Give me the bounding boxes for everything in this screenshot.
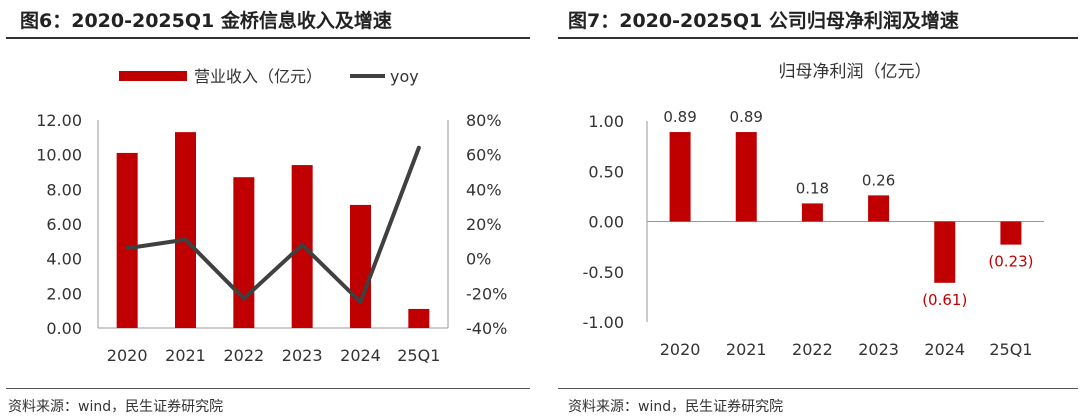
revenue-bar (233, 177, 255, 328)
y2-tick-label: 60% (466, 146, 502, 165)
source-rule (558, 388, 1078, 389)
y-tick-label: 8.00 (46, 180, 82, 199)
y-tick-label: 1.00 (588, 112, 624, 131)
y2-tick-label: 40% (466, 180, 502, 199)
y-tick-label: -0.50 (583, 263, 624, 282)
x-tick-label: 2021 (165, 346, 206, 365)
y2-tick-label: 80% (466, 111, 502, 130)
source-note: 资料来源：wind，民生证券研究院 (568, 399, 784, 415)
y2-tick-label: -40% (466, 319, 507, 338)
data-label: 0.89 (663, 108, 696, 126)
net-profit-chart-panel: 图7：2020-2025Q1 公司归母净利润及增速 归母净利润（亿元） -1.00… (556, 0, 1080, 419)
data-label: (0.23) (988, 253, 1033, 271)
legend-line-label: yoy (390, 67, 419, 86)
source-rule (6, 388, 530, 389)
revenue-bar (175, 132, 196, 328)
title-rule (558, 37, 1078, 39)
x-tick-label: 2023 (282, 346, 323, 365)
figure-title: 图6：2020-2025Q1 金桥信息收入及增速 (20, 10, 392, 32)
net-profit-bar (735, 132, 757, 222)
revenue-chart-panel: 图6：2020-2025Q1 金桥信息收入及增速 营业收入（亿元） yoy 0.00… (0, 0, 532, 419)
revenue-bar (116, 152, 138, 328)
revenue-bar (408, 308, 430, 328)
y-tick-label: 10.00 (36, 146, 82, 165)
data-label: (0.61) (922, 291, 967, 309)
y-tick-label: 2.00 (46, 284, 82, 303)
data-label: 0.18 (796, 179, 829, 197)
yoy-line (125, 145, 421, 304)
data-label: 0.26 (862, 171, 895, 189)
legend-bar-swatch (119, 71, 187, 81)
x-tick-label: 2022 (792, 340, 833, 359)
y2-tick-label: 20% (466, 215, 502, 234)
data-label: 0.89 (730, 108, 763, 126)
x-tick-label: 2024 (924, 340, 965, 359)
net-profit-bar (801, 203, 823, 222)
source-note: 资料来源：wind，民生证券研究院 (8, 399, 224, 415)
figure-title: 图7：2020-2025Q1 公司归母净利润及增速 (568, 10, 959, 32)
x-tick-label: 2021 (726, 340, 767, 359)
revenue-bar (350, 204, 371, 328)
y-tick-label: 12.00 (36, 111, 82, 130)
legend-bar-label: 营业收入（亿元） (194, 67, 322, 86)
revenue-chart: 营业收入（亿元） yoy 0.00 2.00 4.00 6.00 8.00 10.00 12.0… (36, 67, 507, 365)
net-profit-bar (934, 221, 956, 283)
y-tick-label: -1.00 (583, 313, 624, 332)
y-tick-label: 6.00 (46, 215, 82, 234)
x-tick-label: 2023 (858, 340, 899, 359)
y-tick-label: 0.00 (46, 319, 82, 338)
net-profit-bar (1000, 221, 1022, 245)
chart-title: 归母净利润（亿元） (779, 62, 932, 82)
y-tick-label: 0.00 (588, 213, 624, 232)
y-tick-label: 4.00 (46, 250, 82, 269)
net-profit-bar (669, 132, 691, 222)
x-tick-label: 2020 (107, 346, 148, 365)
title-rule (6, 37, 530, 39)
y2-tick-label: -20% (466, 284, 507, 303)
x-tick-label: 2022 (223, 346, 264, 365)
x-tick-label: 2024 (340, 346, 381, 365)
x-tick-label: 2020 (660, 340, 701, 359)
net-profit-bar (868, 195, 890, 222)
y2-tick-label: 0% (466, 250, 491, 269)
y-tick-label: 0.50 (588, 162, 624, 181)
net-profit-chart: 归母净利润（亿元） -1.00 -0.50 0.00 0.50 1.00 0.89 0.89 0… (583, 62, 1044, 359)
x-tick-label: 25Q1 (989, 340, 1032, 359)
x-tick-label: 25Q1 (397, 346, 440, 365)
